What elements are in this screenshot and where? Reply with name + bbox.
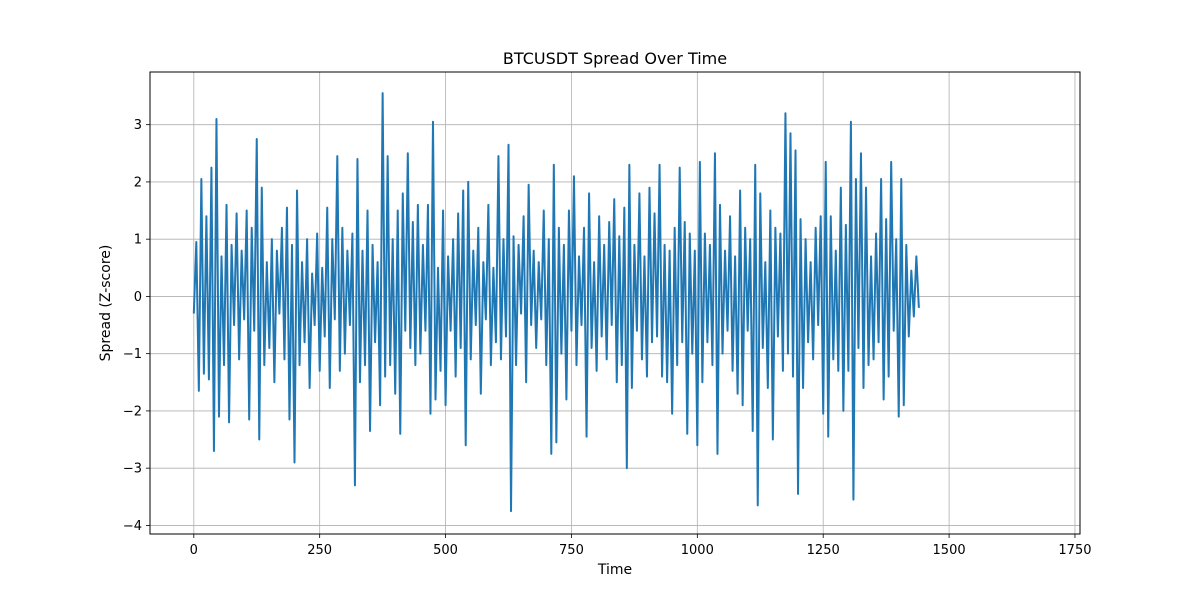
y-tick-label: 2 — [134, 175, 142, 190]
y-axis-label: Spread (Z-score) — [98, 245, 114, 362]
y-tick-label: −4 — [123, 519, 142, 534]
x-tick-label: 1250 — [807, 543, 840, 558]
tick-layer: 0 250 500 750 1000 1250 1500 1750 −4 −3 −2 −1 0 1 2 3 — [123, 118, 1092, 558]
y-tick-label: 1 — [134, 233, 142, 248]
y-tick-label: −2 — [123, 404, 142, 419]
x-tick-label: 1000 — [681, 543, 714, 558]
y-tick-label: −3 — [123, 462, 142, 477]
y-tick-label: −1 — [123, 347, 142, 362]
x-tick-label: 0 — [190, 543, 198, 558]
x-tick-label: 250 — [307, 543, 332, 558]
x-tick-label: 500 — [433, 543, 458, 558]
y-tick-label: 0 — [134, 290, 142, 305]
chart-title: BTCUSDT Spread Over Time — [503, 49, 727, 68]
x-tick-label: 750 — [559, 543, 584, 558]
spread-series-line — [192, 92, 920, 513]
x-axis-label: Time — [597, 562, 632, 578]
plot-frame — [149, 71, 1081, 535]
x-tick-label: 1500 — [933, 543, 966, 558]
y-tick-label: 3 — [134, 118, 142, 133]
x-tick-label: 1750 — [1058, 543, 1091, 558]
data-layer — [192, 92, 920, 513]
